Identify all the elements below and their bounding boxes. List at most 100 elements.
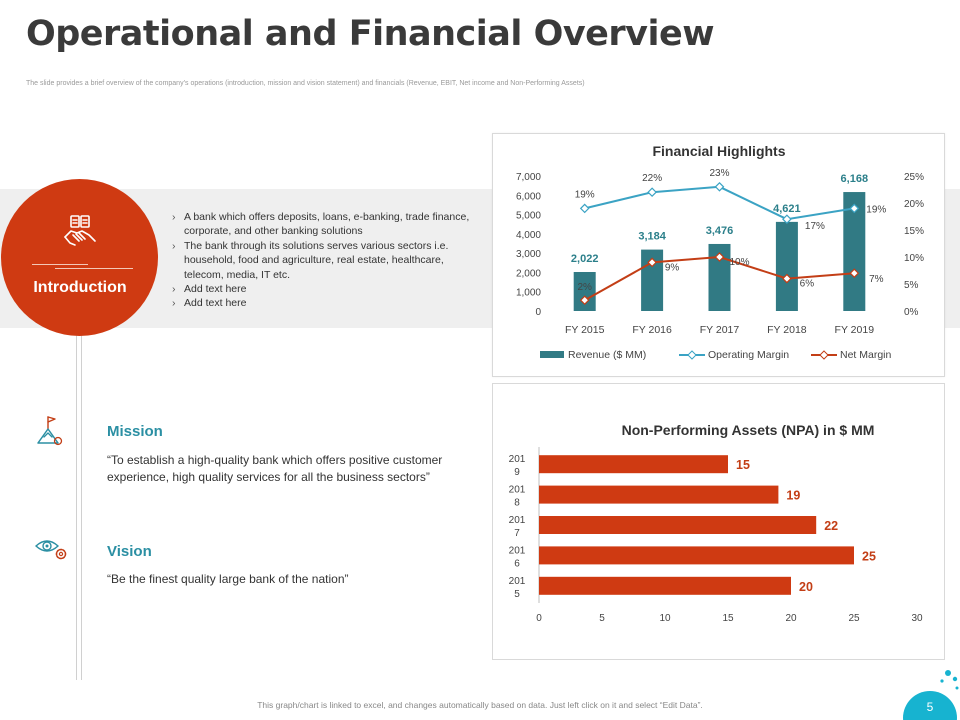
intro-divider bbox=[32, 264, 88, 265]
operating-margin-point bbox=[579, 203, 590, 214]
page-subtitle: The slide provides a brief overview of t… bbox=[26, 80, 585, 87]
x-tick-label: FY 2019 bbox=[835, 324, 875, 336]
y2-tick-label: 15% bbox=[904, 226, 924, 237]
revenue-label: 4,621 bbox=[773, 203, 801, 215]
legend-label: Revenue ($ MM) bbox=[568, 349, 646, 361]
category-label-part: 201 bbox=[509, 454, 526, 465]
y-tick-label: 1,000 bbox=[516, 288, 541, 299]
x-tick-label: FY 2015 bbox=[565, 324, 605, 336]
npa-value-label: 22 bbox=[824, 519, 838, 533]
npa-value-label: 25 bbox=[862, 549, 876, 563]
npa-bar bbox=[539, 576, 791, 595]
npa-chart: Non-Performing Assets (NPA) in $ MM 0 5 10 1… bbox=[492, 383, 945, 660]
page-number: 5 bbox=[926, 700, 934, 714]
operating-margin-label: 22% bbox=[642, 173, 662, 184]
operating-margin-point bbox=[714, 181, 725, 192]
vision-text: “Be the finest quality large bank of the… bbox=[107, 572, 349, 586]
page-number-badge: 5 bbox=[903, 691, 957, 720]
y-tick-label: 6,000 bbox=[516, 191, 541, 202]
net-margin-label: 10% bbox=[729, 257, 749, 268]
category-label-part: 201 bbox=[509, 485, 526, 496]
legend-swatch-revenue bbox=[540, 351, 564, 358]
operating-margin-line bbox=[584, 185, 855, 221]
legend-label: Net Margin bbox=[840, 349, 892, 361]
mission-title: Mission bbox=[107, 423, 163, 440]
y2-tick-label: 25% bbox=[904, 172, 924, 183]
category-label-part: 6 bbox=[514, 558, 520, 569]
revenue-label: 6,168 bbox=[841, 173, 869, 185]
operating-margin-point bbox=[849, 203, 860, 214]
handshake-icon bbox=[64, 215, 96, 246]
operating-margin-label: 19% bbox=[866, 204, 886, 215]
npa-svg: Non-Performing Assets (NPA) in $ MM 0 5 10 1… bbox=[509, 422, 923, 624]
operating-margin-label: 23% bbox=[709, 168, 729, 179]
y-tick-label: 2,000 bbox=[516, 268, 541, 279]
npa-bar bbox=[539, 485, 779, 504]
category-label-part: 7 bbox=[514, 528, 520, 539]
revenue-label: 3,184 bbox=[638, 231, 666, 243]
net-margin-point bbox=[849, 268, 860, 279]
timeline-line bbox=[76, 330, 82, 680]
category-label: 201 5 bbox=[509, 576, 526, 600]
intro-circle bbox=[1, 179, 158, 336]
net-margin-point bbox=[782, 273, 792, 284]
y-tick-label: 5,000 bbox=[516, 211, 541, 222]
intro-item: A bank which offers deposits, loans, e-b… bbox=[172, 210, 472, 239]
mountain-flag-icon bbox=[37, 416, 63, 446]
revenue-label: 3,476 bbox=[706, 225, 734, 237]
npa-value-label: 20 bbox=[799, 580, 813, 594]
financial-highlights-chart: Financial Highlights 0 1,000 2,000 3,000 4,00… bbox=[492, 133, 945, 377]
y-tick-label: 4,000 bbox=[516, 230, 541, 241]
y2-tick-label: 10% bbox=[904, 253, 924, 264]
net-margin-label: 6% bbox=[800, 279, 815, 290]
category-label-part: 5 bbox=[514, 589, 520, 600]
net-margin-point bbox=[579, 295, 590, 306]
page-title: Operational and Financial Overview bbox=[26, 14, 715, 54]
revenue-bar bbox=[843, 192, 866, 311]
category-label: 201 9 bbox=[509, 454, 526, 478]
npa-bar bbox=[539, 546, 854, 565]
category-label-part: 8 bbox=[514, 498, 520, 509]
intro-label: Introduction bbox=[33, 279, 127, 296]
x-tick-label: FY 2016 bbox=[632, 324, 672, 336]
npa-value-label: 19 bbox=[786, 489, 800, 503]
intro-divider bbox=[55, 268, 133, 269]
x-tick-label: 10 bbox=[659, 613, 671, 624]
category-label: 201 7 bbox=[509, 515, 526, 539]
x-tick-label: 0 bbox=[536, 613, 542, 624]
x-tick-label: 20 bbox=[785, 613, 797, 624]
mission-text: “To establish a high-quality bank which … bbox=[107, 453, 443, 484]
x-tick-label: FY 2018 bbox=[767, 324, 807, 336]
net-margin-label: 9% bbox=[665, 262, 680, 273]
x-tick-label: 25 bbox=[848, 613, 860, 624]
intro-list: A bank which offers deposits, loans, e-b… bbox=[172, 210, 472, 311]
operating-margin-label: 17% bbox=[805, 221, 825, 232]
operating-margin-point bbox=[647, 187, 657, 198]
category-label-part: 201 bbox=[509, 515, 526, 526]
category-label-part: 201 bbox=[509, 576, 526, 587]
net-margin-label: 7% bbox=[869, 274, 884, 285]
chart-title: Non-Performing Assets (NPA) in $ MM bbox=[622, 422, 875, 438]
x-tick-label: 30 bbox=[911, 613, 923, 624]
legend-marker-operating bbox=[687, 350, 697, 360]
x-tick-label: 5 bbox=[599, 613, 605, 624]
financial-highlights-svg: Financial Highlights 0 1,000 2,000 3,000 4,00… bbox=[516, 143, 924, 361]
intro-item: Add text here bbox=[172, 282, 472, 297]
category-label: 201 6 bbox=[509, 545, 526, 569]
category-label-part: 9 bbox=[514, 467, 520, 478]
revenue-label: 2,022 bbox=[571, 253, 599, 265]
x-tick-label: 15 bbox=[722, 613, 734, 624]
y2-tick-label: 20% bbox=[904, 199, 924, 210]
legend-marker-net bbox=[819, 350, 829, 360]
y-tick-label: 7,000 bbox=[516, 172, 541, 183]
net-margin-point bbox=[647, 257, 657, 268]
decorative-dots bbox=[940, 670, 959, 690]
revenue-bar bbox=[775, 221, 798, 311]
net-margin-point bbox=[714, 252, 725, 262]
vision-title: Vision bbox=[107, 543, 152, 560]
operating-margin-label: 19% bbox=[575, 189, 595, 200]
eye-gear-icon bbox=[35, 540, 67, 560]
y-tick-label: 0 bbox=[535, 307, 541, 318]
y-tick-label: 3,000 bbox=[516, 249, 541, 260]
intro-item: The bank through its solutions serves va… bbox=[172, 239, 472, 282]
